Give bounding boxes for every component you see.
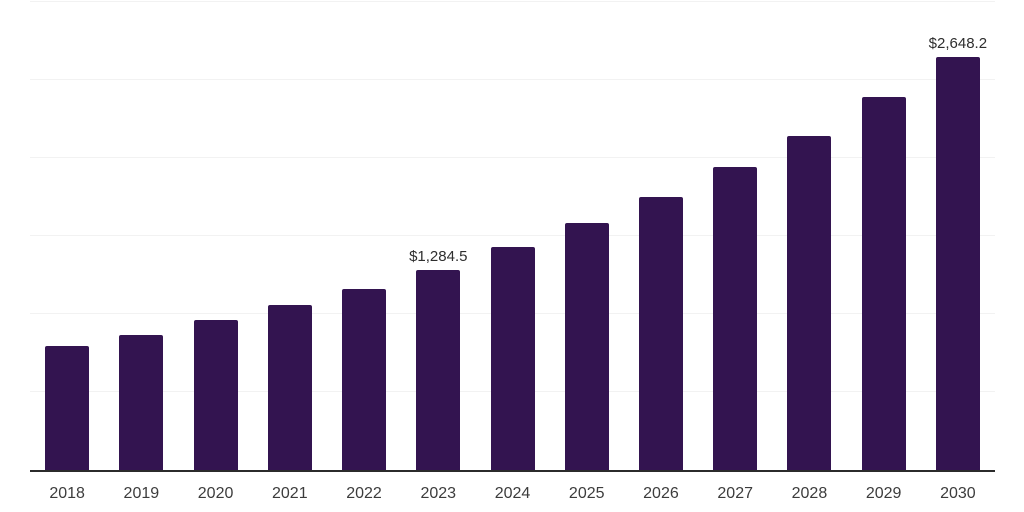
x-tick-2021: 2021 <box>272 485 308 502</box>
plot-area: $1,284.5 $2,648.2 <box>30 1 995 472</box>
x-tick-2023: 2023 <box>420 485 457 502</box>
gridline-2500 <box>30 79 995 80</box>
gridline-1500 <box>30 235 995 236</box>
x-tick-2018: 2018 <box>49 485 85 502</box>
x-tick-2024: 2024 <box>494 485 531 502</box>
x-tick-2027: 2027 <box>717 485 753 502</box>
x-tick-2026: 2026 <box>643 485 679 502</box>
bar-value-label-2030: $2,648.2 <box>928 34 988 52</box>
bar-2025 <box>564 223 609 470</box>
bar-2027 <box>713 167 758 470</box>
gridline-3000 <box>30 1 995 2</box>
gridline-2000 <box>30 157 995 158</box>
x-axis: 2018 2019 2020 2021 2022 2023 2024 2025 2026 2027… <box>30 484 995 506</box>
x-tick-2019: 2019 <box>123 485 160 502</box>
bar-2023 <box>416 269 461 470</box>
x-tick-2025: 2025 <box>568 485 605 502</box>
bar-2018 <box>45 346 90 470</box>
bar-2030 <box>935 56 980 470</box>
x-tick-2020: 2020 <box>197 485 234 502</box>
bar-2026 <box>638 197 683 470</box>
bar-2024 <box>490 246 535 470</box>
x-tick-2029: 2029 <box>865 485 902 502</box>
bar-2021 <box>267 304 312 470</box>
bar-2020 <box>193 320 238 470</box>
bar-2019 <box>119 335 164 470</box>
bar-2029 <box>861 97 906 470</box>
bar-value-label-2023: $1,284.5 <box>409 247 468 265</box>
bar-2028 <box>787 135 832 470</box>
x-tick-2030: 2030 <box>940 485 976 502</box>
bar-2022 <box>342 289 387 470</box>
x-tick-2028: 2028 <box>791 485 828 502</box>
x-tick-2022: 2022 <box>346 485 382 502</box>
